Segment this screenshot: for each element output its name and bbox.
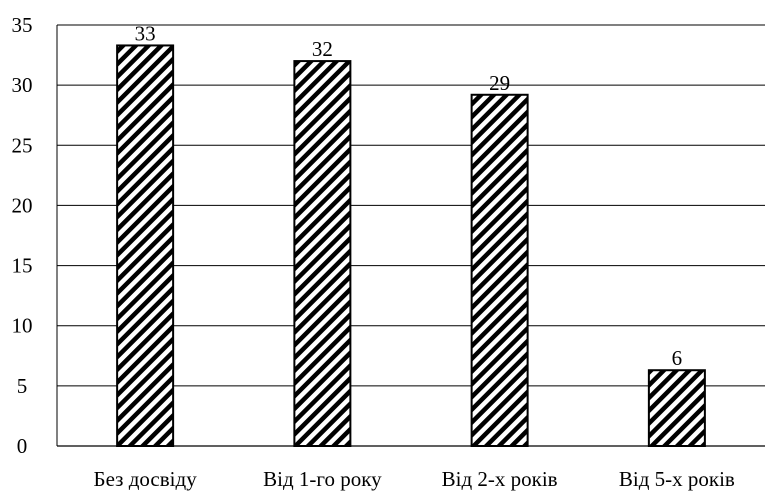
data-label: 6 xyxy=(672,346,683,370)
gridlines xyxy=(57,24,765,387)
data-label: 32 xyxy=(312,37,333,61)
y-tick-label: 35 xyxy=(12,13,33,37)
x-category-label: Без досвіду xyxy=(94,467,198,491)
y-tick-label: 25 xyxy=(12,133,33,157)
y-tick-label: 5 xyxy=(17,374,28,398)
data-label: 29 xyxy=(489,71,510,95)
x-category-label: Від 5-х років xyxy=(619,467,735,491)
x-category-label: Від 1-го року xyxy=(263,467,382,491)
y-tick-label: 0 xyxy=(17,434,28,458)
bar xyxy=(470,93,529,447)
data-label: 33 xyxy=(135,21,156,45)
labels: 0 5 10 15 20 25 30 35 33 Без досвіду 32 Від 1-го ро… xyxy=(12,13,735,491)
y-tick-label: 15 xyxy=(12,254,33,278)
bar xyxy=(116,44,175,447)
bar xyxy=(647,369,706,447)
y-tick-label: 10 xyxy=(12,314,33,338)
bars xyxy=(116,44,706,447)
bar xyxy=(293,60,352,447)
axes xyxy=(56,25,765,447)
y-tick-label: 20 xyxy=(12,193,33,217)
y-tick-label: 30 xyxy=(12,73,33,97)
x-category-label: Від 2-х років xyxy=(442,467,558,491)
